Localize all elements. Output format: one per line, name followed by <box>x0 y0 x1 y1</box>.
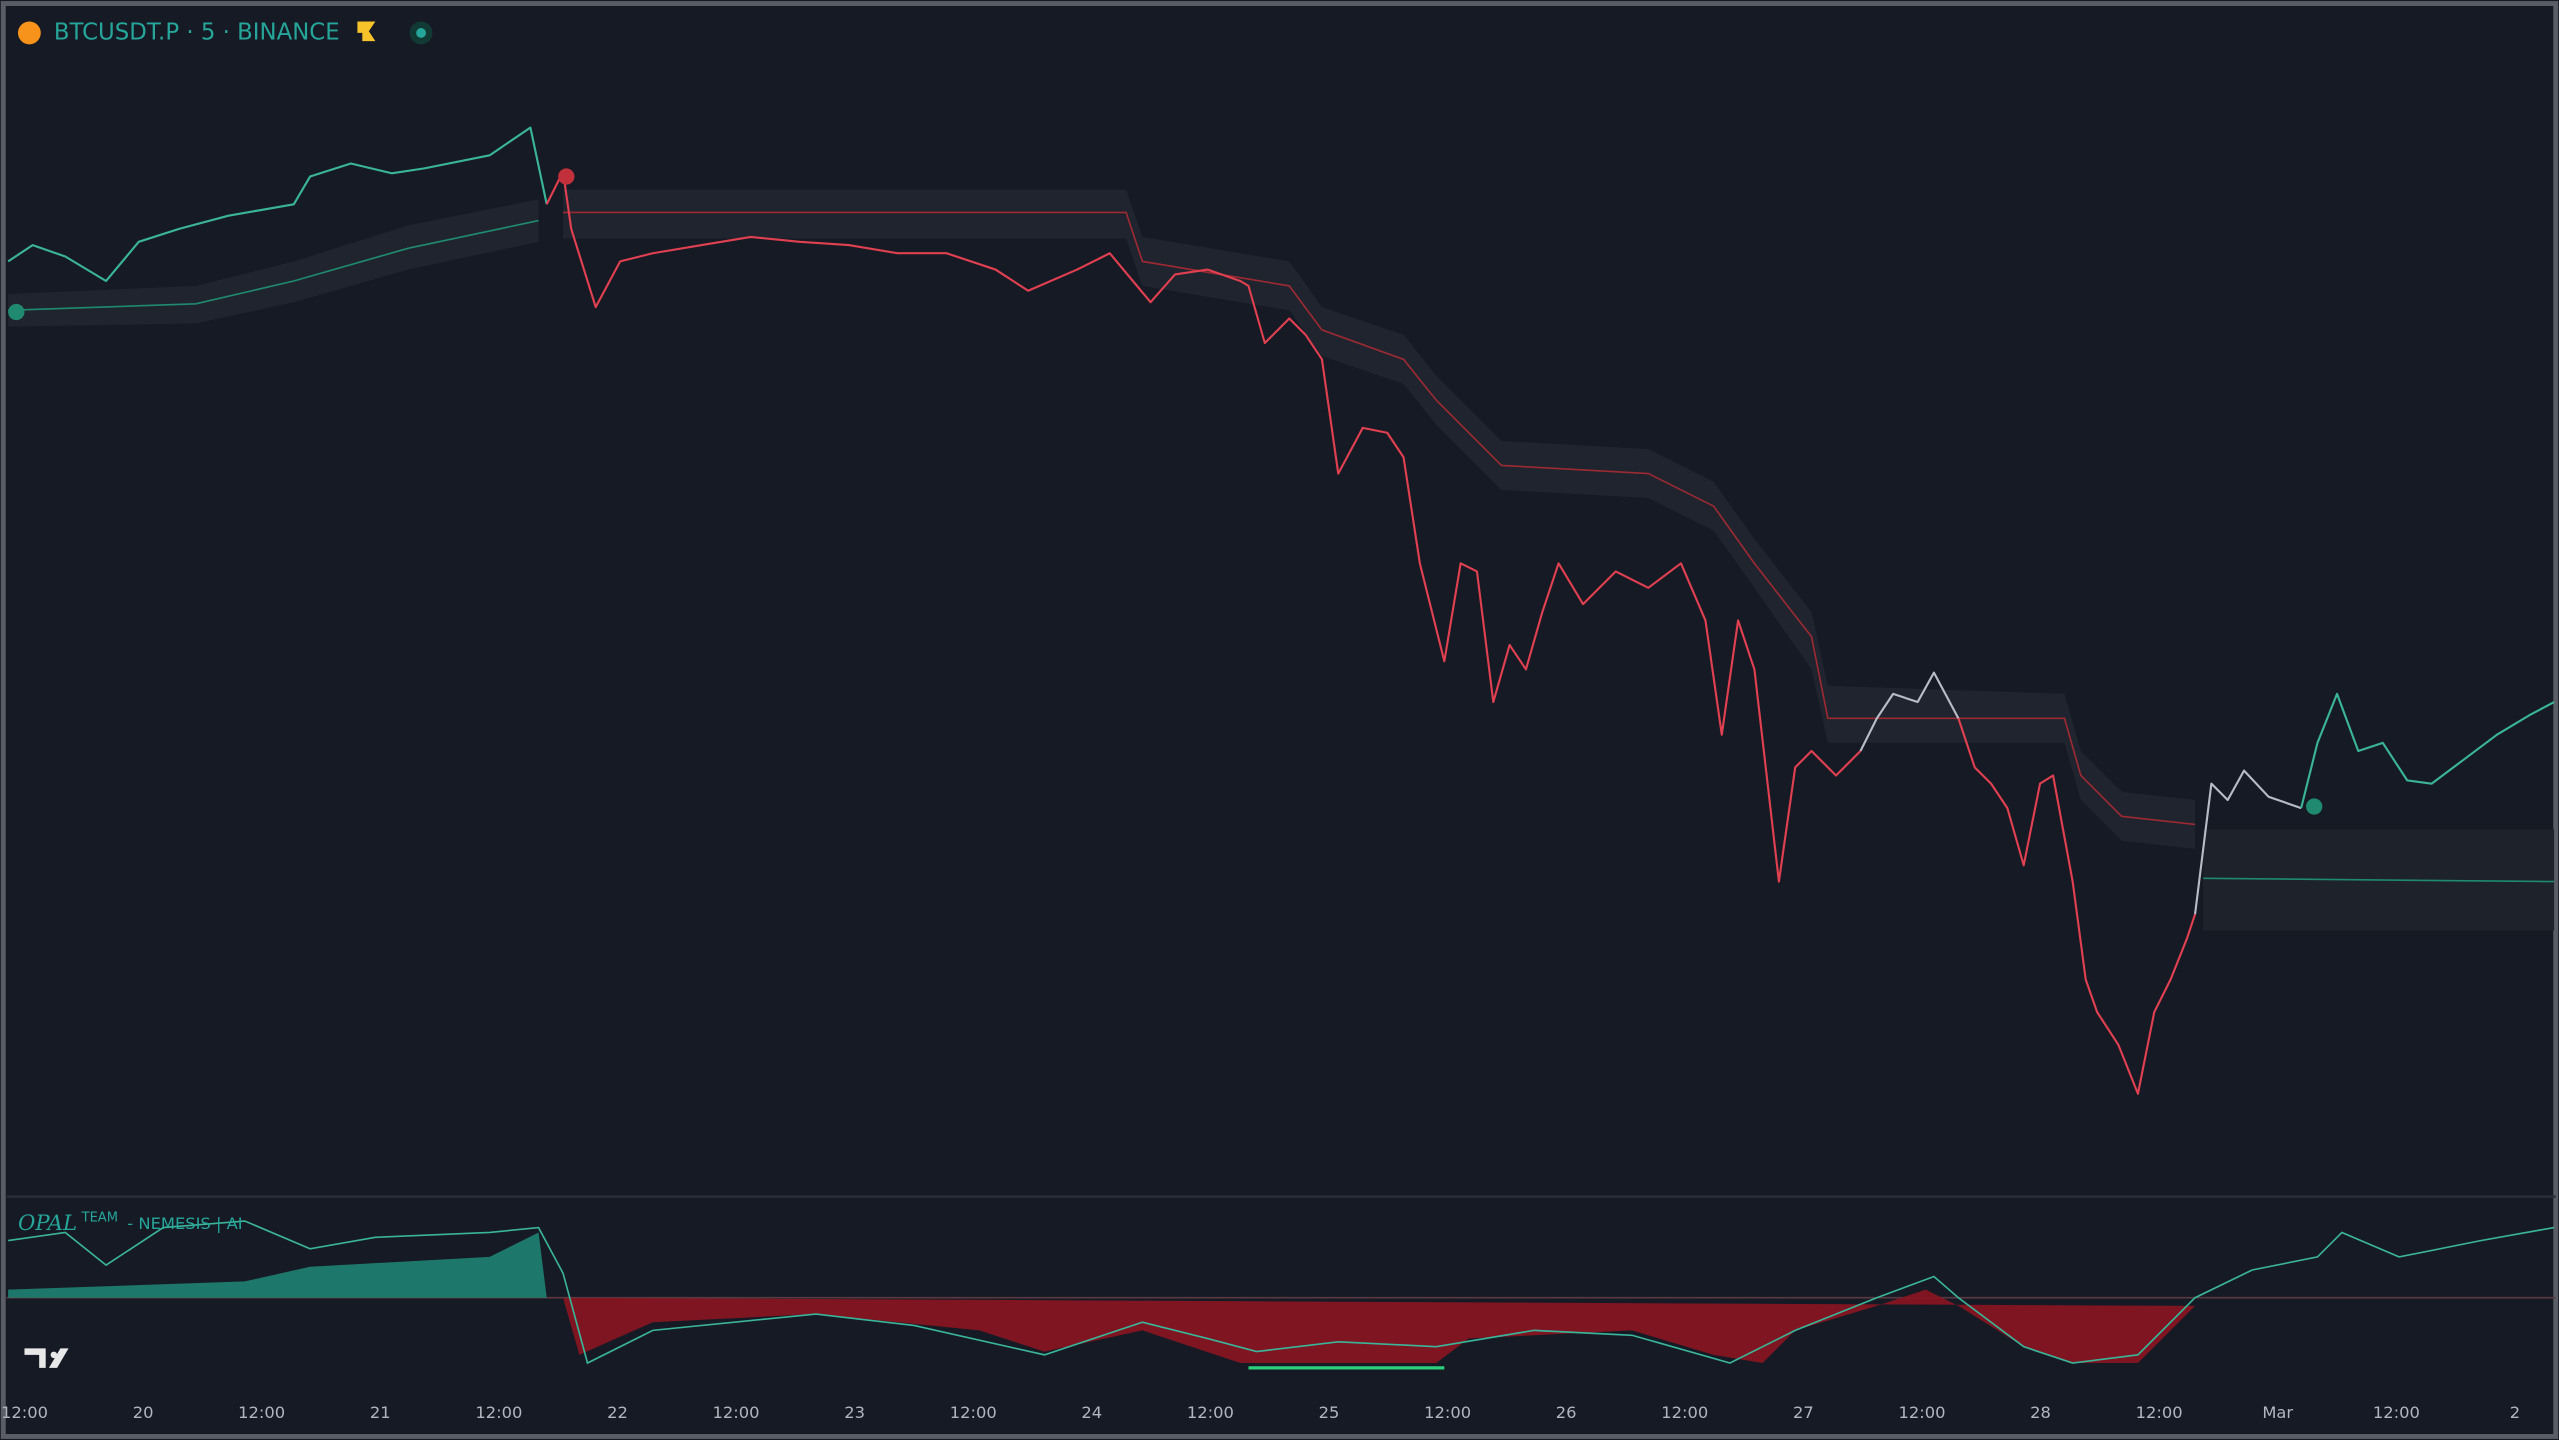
time-label: 27 <box>1793 1403 1814 1422</box>
price-line <box>7 126 2555 1095</box>
time-label: 12:00 <box>1661 1403 1708 1422</box>
indicator-team: TEAM <box>81 1210 118 1225</box>
time-label: 12:00 <box>950 1403 997 1422</box>
time-label: 12:00 <box>1898 1403 1945 1422</box>
time-label: 20 <box>133 1403 154 1422</box>
logo[interactable] <box>24 1348 69 1368</box>
logo-dot <box>50 1351 58 1359</box>
time-label: 24 <box>1081 1403 1102 1422</box>
flag-icon[interactable] <box>357 21 376 42</box>
indicator-pane <box>6 1220 2556 1370</box>
time-label: 12:00 <box>2373 1403 2420 1422</box>
symbol-title[interactable]: BTCUSDT.P · 5 · BINANCE <box>54 19 340 45</box>
time-label: 12:00 <box>1187 1403 1234 1422</box>
trail-bands <box>8 189 2555 931</box>
time-label: 23 <box>844 1403 865 1422</box>
indicator-name[interactable]: OPAL <box>18 1211 77 1236</box>
time-label: 12:00 <box>475 1403 522 1422</box>
time-label: 21 <box>370 1403 391 1422</box>
status-dot-inner <box>416 28 426 38</box>
time-label: 12:00 <box>238 1403 285 1422</box>
time-label: 22 <box>607 1403 628 1422</box>
time-label: 12:00 <box>1424 1403 1471 1422</box>
time-label: 28 <box>2030 1403 2051 1422</box>
indicator-label: - NEMESIS | AI <box>127 1214 242 1233</box>
time-label: 12:00 <box>2136 1403 2183 1422</box>
time-label: 12:00 <box>1 1403 48 1422</box>
time-label: Mar <box>2262 1403 2293 1422</box>
symbol-icon <box>17 21 41 45</box>
time-axis: 12:00 20 12:00 21 12:00 22 12:00 23 12:00 24 12:00… <box>1 1403 2520 1422</box>
time-label: 26 <box>1556 1403 1577 1422</box>
time-label: 25 <box>1319 1403 1340 1422</box>
time-label: 2 <box>2510 1403 2520 1422</box>
time-label: 12:00 <box>713 1403 760 1422</box>
